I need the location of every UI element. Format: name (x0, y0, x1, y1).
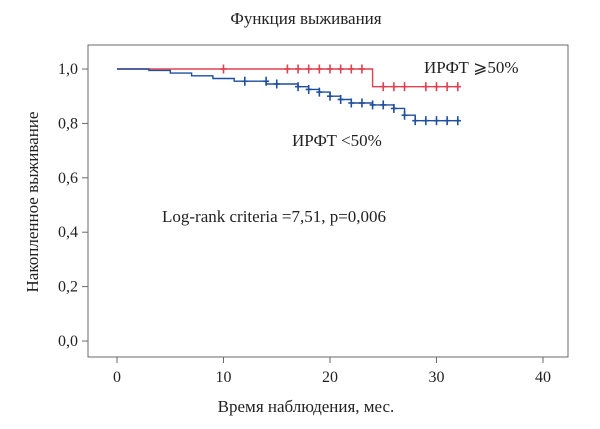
series-layer (117, 64, 461, 126)
censor-mark-0-5 (327, 64, 333, 74)
y-tick-label-3: 0,6 (58, 170, 78, 187)
x-tick-label-0: 0 (113, 369, 121, 386)
censor-mark-1-1 (263, 76, 270, 86)
x-tick-label-1: 10 (216, 369, 232, 386)
censor-mark-0-8 (358, 64, 365, 74)
y-tick-label-2: 0,4 (58, 224, 78, 241)
censor-mark-0-0 (220, 64, 227, 74)
series-line-0 (117, 68, 461, 88)
censor-mark-0-14 (444, 82, 451, 92)
logrank-annotation: Log-rank criteria =7,51, p=0,006 (162, 207, 386, 226)
series-line-1 (117, 68, 461, 122)
plot-frame (87, 44, 569, 358)
y-axis: 0,0 0,2 0,4 0,6 0,8 1,0 (58, 61, 88, 350)
censor-mark-0-9 (380, 82, 387, 92)
censor-mark-0-11 (401, 82, 408, 92)
y-tick-label-0: 0,0 (58, 333, 78, 350)
censor-mark-1-2 (273, 79, 280, 89)
y-axis-label: Накопленное выживание (23, 112, 42, 293)
censor-mark-1-6 (327, 91, 333, 101)
censor-mark-0-13 (433, 82, 440, 92)
censor-mark-1-13 (401, 110, 408, 120)
series-label-high: ИРФТ ⩾50% (424, 58, 519, 77)
chart-title: Функция выживания (230, 9, 381, 28)
censor-mark-0-2 (295, 64, 302, 74)
x-tick-label-4: 40 (535, 369, 551, 386)
censor-mark-0-10 (390, 82, 397, 92)
y-tick-label-4: 0,8 (58, 115, 78, 132)
censor-mark-1-18 (454, 116, 461, 126)
censor-mark-0-12 (422, 82, 429, 92)
censor-mark-1-14 (412, 116, 419, 126)
censor-mark-0-4 (316, 64, 323, 74)
censor-mark-1-9 (358, 98, 365, 108)
series-label-low: ИРФТ <50% (292, 131, 382, 150)
x-axis: 0 10 20 30 40 (113, 357, 551, 386)
censor-mark-1-15 (422, 116, 429, 126)
x-axis-label: Время наблюдения, мес. (218, 397, 395, 416)
censor-mark-1-16 (433, 116, 440, 126)
censor-mark-1-3 (295, 82, 302, 92)
x-tick-label-2: 20 (322, 369, 338, 386)
censor-mark-1-10 (369, 100, 376, 110)
censor-mark-1-4 (305, 84, 312, 94)
censor-mark-0-1 (284, 64, 291, 74)
censor-mark-1-11 (380, 100, 387, 110)
censor-mark-0-7 (348, 64, 355, 74)
censor-mark-1-17 (444, 116, 451, 126)
censor-mark-0-3 (305, 64, 312, 74)
y-tick-label-5: 1,0 (58, 61, 78, 78)
censor-mark-0-15 (454, 82, 461, 92)
censor-mark-1-5 (316, 87, 323, 97)
censor-mark-1-12 (390, 103, 397, 113)
censor-mark-1-0 (241, 76, 248, 86)
censor-mark-0-6 (337, 64, 344, 74)
censor-mark-1-7 (337, 94, 344, 104)
x-tick-label-3: 30 (429, 369, 445, 386)
censor-mark-1-8 (348, 98, 355, 108)
y-tick-label-1: 0,2 (58, 279, 78, 296)
